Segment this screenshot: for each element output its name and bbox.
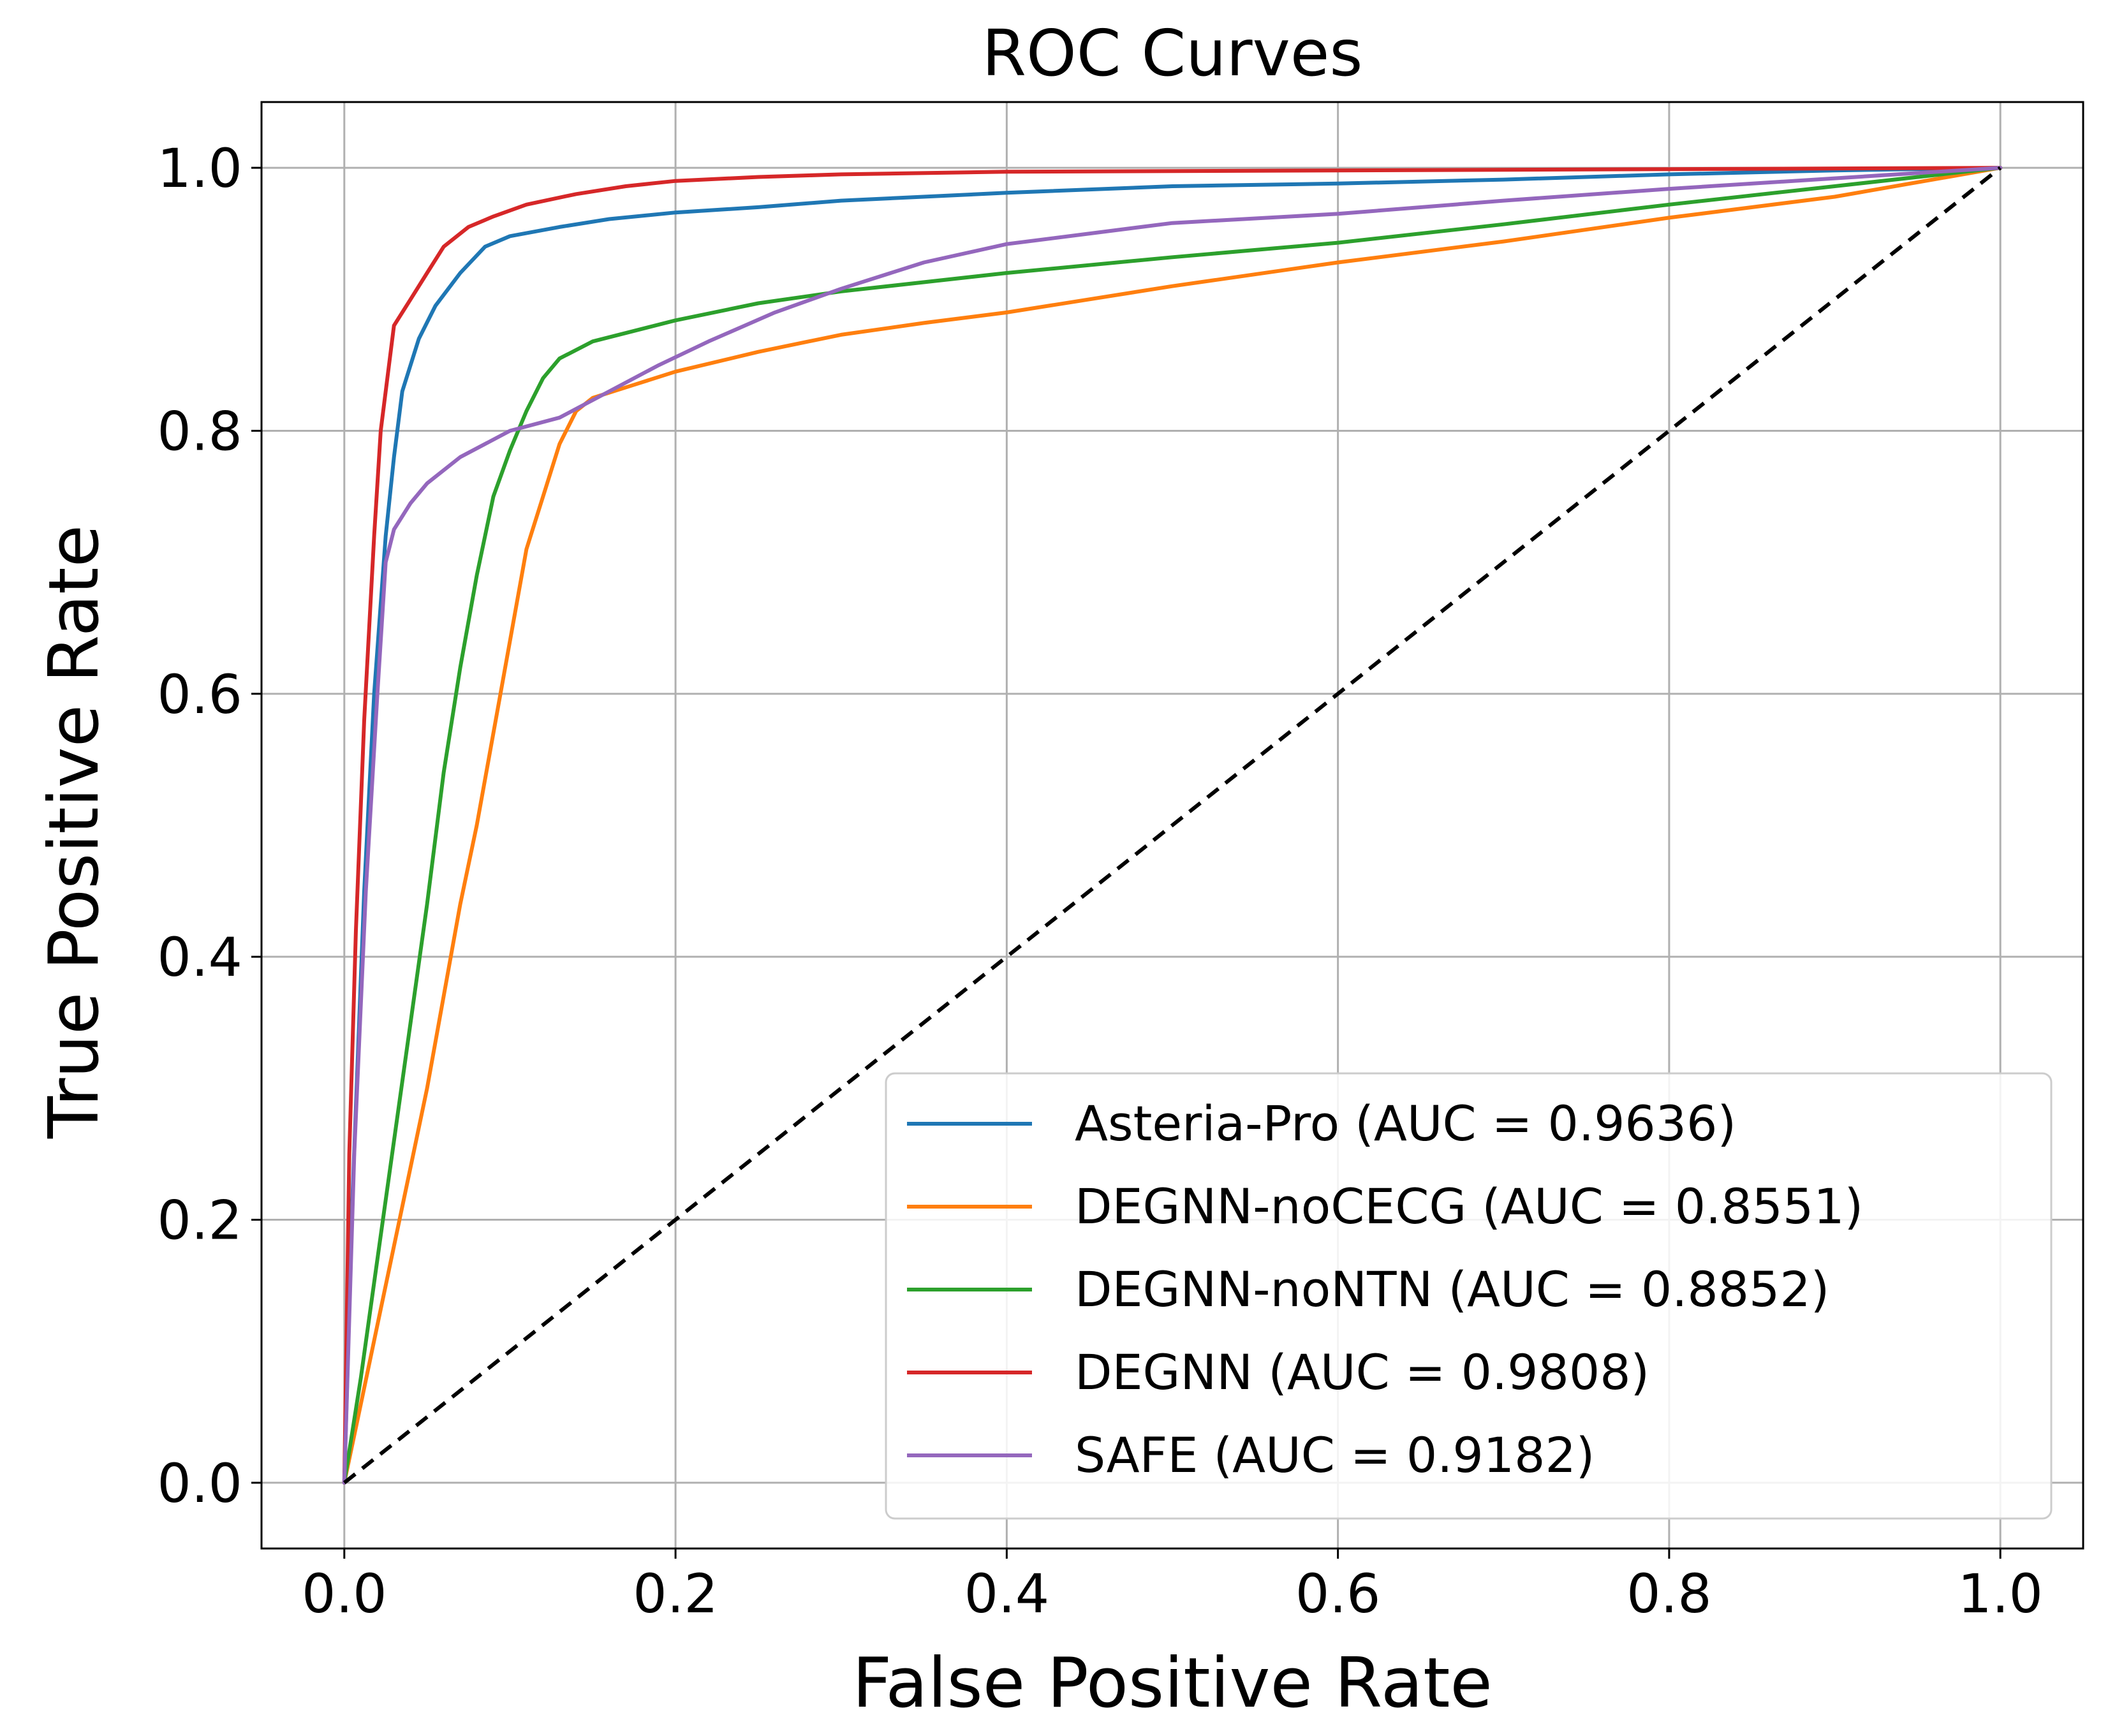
y-tick-label: 0.4: [157, 926, 242, 989]
series-line-2: [342, 166, 2003, 1485]
y-tick-label: 1.0: [157, 137, 242, 200]
series-lines: [342, 166, 2003, 1485]
x-tick-label: 0.6: [1295, 1563, 1381, 1625]
y-tick-label: 0.6: [157, 663, 242, 726]
x-tick-label: 0.4: [964, 1563, 1050, 1625]
series-line-0: [342, 166, 2003, 1485]
series-line-3: [342, 166, 2003, 1485]
y-tick-label: 0.2: [157, 1189, 242, 1252]
chance-diagonal-line: [343, 166, 2002, 1485]
y-tick-label: 0.0: [157, 1452, 242, 1515]
series-line-4: [342, 166, 2003, 1485]
legend-label: DEGNN-noNTN (AUC = 0.8852): [1075, 1261, 1829, 1318]
legend-label: DEGNN-noCECG (AUC = 0.8551): [1075, 1178, 1863, 1235]
x-tick-label: 0.8: [1626, 1563, 1712, 1625]
chart-title: ROC Curves: [982, 16, 1363, 91]
grid: [262, 102, 2083, 1548]
legend: Asteria-Pro (AUC = 0.9636) DEGNN-noCECG (…: [885, 1072, 2053, 1520]
x-tick-label: 0.0: [302, 1563, 387, 1625]
legend-label: DEGNN (AUC = 0.9808): [1075, 1344, 1649, 1401]
y-axis-label: True Positive Rate: [34, 525, 114, 1139]
x-tick-label: 0.2: [633, 1563, 718, 1625]
plot-frame: [260, 101, 2084, 1550]
series-line-1: [342, 166, 2003, 1485]
legend-label: Asteria-Pro (AUC = 0.9636): [1075, 1095, 1736, 1152]
x-tick-label: 1.0: [1957, 1563, 2043, 1625]
axis-ticks: 0.0 0.2 0.4 0.6 0.8 1.0 0.0 0.2 0.4 0.6 0.8 1.0: [157, 137, 2043, 1625]
legend-label: SAFE (AUC = 0.9182): [1075, 1427, 1595, 1483]
y-tick-label: 0.8: [157, 400, 242, 462]
legend-box: [885, 1072, 2053, 1520]
x-axis-label: False Positive Rate: [852, 1644, 1493, 1723]
